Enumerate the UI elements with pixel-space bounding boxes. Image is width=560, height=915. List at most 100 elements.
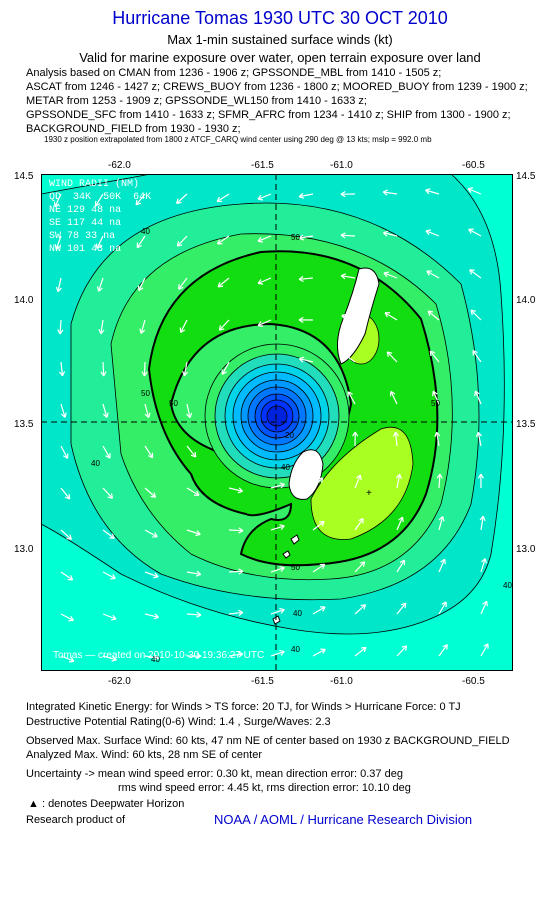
wind-arrow-head xyxy=(472,349,478,356)
wind-arrow-head xyxy=(95,200,101,207)
wind-arrow-head xyxy=(360,646,367,653)
wind-arrow-head xyxy=(425,188,431,195)
wind-arrow-head xyxy=(479,515,486,522)
wind-arrow xyxy=(470,309,482,321)
wind-arrow-head xyxy=(279,565,285,572)
radii-col: 34K xyxy=(73,192,92,203)
wind-arrow-head xyxy=(356,474,362,481)
wind-arrow xyxy=(57,277,62,292)
wind-arrow xyxy=(221,361,230,375)
wind-arrow xyxy=(60,529,72,540)
lon-tick-top: -61.0 xyxy=(330,160,353,171)
wind-arrow xyxy=(60,487,71,500)
wind-arrow-head xyxy=(217,281,224,288)
wind-arrow xyxy=(257,235,272,242)
wind-arrow-head xyxy=(218,325,225,331)
aoml-credit-link[interactable]: NOAA / AOML / Hurricane Research Divisio… xyxy=(214,812,473,827)
lat-tick-left: 13.5 xyxy=(14,419,34,430)
wind-arrow-head xyxy=(427,310,434,317)
wind-arrow-head xyxy=(382,189,388,196)
wind-arrow xyxy=(136,235,146,248)
wind-arrow-head xyxy=(60,412,67,418)
wind-arrow-head xyxy=(441,601,447,607)
wind-arrow-head xyxy=(195,530,201,537)
wind-arrow xyxy=(102,403,108,418)
wind-arrow xyxy=(438,644,448,657)
contour-label: 20 xyxy=(285,431,294,440)
wind-arrow xyxy=(299,277,314,280)
wind-arrow xyxy=(343,353,356,363)
lon-tick-bottom: -60.5 xyxy=(462,676,485,687)
observed-max-line: Observed Max. Surface Wind: 60 kts, 47 n… xyxy=(26,735,510,747)
wind-arrow-head xyxy=(68,656,75,663)
wind-arrow-head xyxy=(389,390,396,397)
wind-arrow-head xyxy=(196,611,202,618)
contour-label: 40 xyxy=(91,459,100,468)
wind-arrow-head xyxy=(320,648,326,654)
wind-arrow-head xyxy=(216,239,223,245)
wind-arrow xyxy=(396,645,408,657)
wind-arrow-head xyxy=(298,356,305,363)
wind-arrow-head xyxy=(279,607,285,614)
ike-line: Integrated Kinetic Energy: for Winds > T… xyxy=(26,701,461,713)
wind-arrow xyxy=(354,604,366,615)
contour-label: 50 xyxy=(169,399,178,408)
contour-label: 50 xyxy=(291,563,300,572)
wind-arrow-head xyxy=(67,575,74,581)
wind-arrow xyxy=(312,520,325,531)
contour-label: 40 xyxy=(291,645,300,654)
wind-arrow-head xyxy=(186,412,193,419)
wind-arrow xyxy=(480,643,489,657)
max-wind-patch xyxy=(310,426,414,540)
wind-arrow-head xyxy=(298,234,305,241)
wind-arrow-head xyxy=(257,278,264,285)
wind-arrow xyxy=(186,403,191,418)
wind-arrow-head xyxy=(111,655,117,662)
wind-radii-row: SE 117 44 na xyxy=(49,218,122,229)
wind-radii-row: NW 101 43 na xyxy=(49,244,122,255)
wind-arrow xyxy=(183,361,188,376)
wind-arrow-head xyxy=(319,520,325,527)
position-note: 1930 z position extrapolated from 1800 z… xyxy=(44,135,432,144)
wind-arrow xyxy=(432,390,440,405)
legend-line: ▲ : denotes Deepwater Horizon xyxy=(28,798,184,810)
wind-arrow-head xyxy=(176,241,183,247)
wind-arrow xyxy=(396,516,404,531)
wind-radii-header: QD 34K 50K 64K xyxy=(49,191,151,204)
wind-radii-title: WIND RADII (NM) xyxy=(49,179,140,190)
wind-arrow xyxy=(228,653,243,657)
wind-arrow-head xyxy=(399,559,406,566)
creation-stamp: Tomas — created on 2010-10-30 19:36:27 U… xyxy=(53,650,265,661)
wind-arrow-head xyxy=(238,568,244,575)
wind-arrow-head xyxy=(136,242,143,249)
wind-arrow xyxy=(95,193,104,207)
wind-arrow-head xyxy=(358,518,364,524)
wind-arrow xyxy=(299,358,314,363)
wind-arrow xyxy=(60,571,73,581)
wind-arrow-head xyxy=(66,534,72,540)
page-title: Hurricane Tomas 1930 UTC 30 OCT 2010 xyxy=(112,8,448,28)
wind-arrow xyxy=(425,189,440,195)
wind-arrow xyxy=(186,571,201,576)
wind-arrow-head xyxy=(68,615,74,622)
wind-arrow xyxy=(436,432,440,447)
wind-arrow-head xyxy=(257,321,264,327)
wind-arrow xyxy=(312,606,326,615)
wind-arrow-head xyxy=(193,490,200,496)
wind-arrow xyxy=(467,188,482,195)
map-frame xyxy=(41,174,513,671)
wind-arrow-head xyxy=(398,516,404,523)
wind-arrow-head xyxy=(237,651,244,658)
wind-arrow xyxy=(257,319,272,327)
wind-arrow-head xyxy=(178,284,184,290)
wind-arrow xyxy=(299,235,314,239)
wind-arrow xyxy=(54,193,62,207)
wind-arrow-head xyxy=(384,312,391,318)
wind-arrow-head xyxy=(341,313,347,320)
wind-arrow-head xyxy=(467,187,474,194)
wind-arrow xyxy=(469,269,482,279)
wind-arrow xyxy=(468,228,482,237)
wind-arrow-head xyxy=(179,327,186,334)
wind-arrow xyxy=(144,529,158,538)
wind-arrow xyxy=(270,650,285,657)
